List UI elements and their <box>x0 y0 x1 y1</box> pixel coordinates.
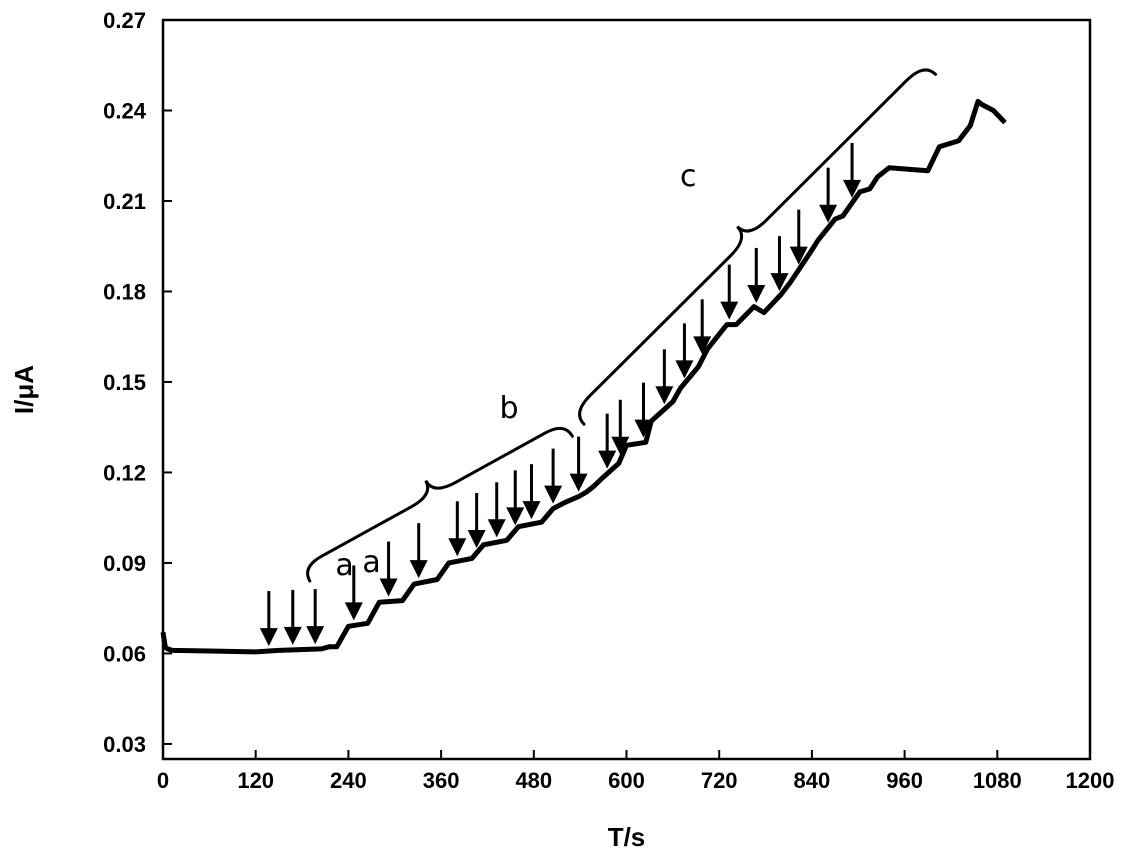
arrow-marker <box>544 448 563 504</box>
arrow-marker <box>598 413 617 469</box>
y-axis: 0.03 0.06 0.09 0.12 0.15 0.18 0.21 0.24 0.27 <box>103 8 172 757</box>
arrow-marker <box>506 470 525 526</box>
arrow-marker <box>611 399 630 455</box>
x-axis-title: T/s <box>608 822 646 852</box>
addition-arrows <box>259 142 862 647</box>
arrow-marker <box>522 464 541 520</box>
x-tick-label: 480 <box>515 768 552 793</box>
y-tick-label: 0.21 <box>103 189 146 214</box>
arrow-marker <box>747 247 766 303</box>
x-tick-label: 0 <box>157 768 169 793</box>
arrow-marker <box>789 209 808 265</box>
arrow-marker <box>344 565 363 621</box>
y-axis-title: I/μA <box>9 365 39 414</box>
x-tick-label: 120 <box>237 768 274 793</box>
x-tick-label: 1200 <box>1066 768 1115 793</box>
arrow-marker <box>655 349 674 405</box>
arrow-marker <box>843 142 862 198</box>
arrow-marker <box>448 501 467 557</box>
x-tick-label: 720 <box>701 768 738 793</box>
annotation-label: a <box>335 548 353 583</box>
arrow-marker <box>675 323 694 379</box>
current-series-line <box>160 98 1007 655</box>
brace-c <box>578 68 937 426</box>
x-tick-label: 1080 <box>973 768 1022 793</box>
y-tick-label: 0.06 <box>103 641 146 666</box>
y-tick-label: 0.18 <box>103 279 146 304</box>
arrow-marker <box>283 589 302 645</box>
y-tick-label: 0.03 <box>103 732 146 757</box>
x-tick-label: 960 <box>886 768 923 793</box>
annotation-label: b <box>500 391 519 426</box>
braces <box>306 68 937 583</box>
brace-b <box>306 426 574 583</box>
x-tick-label: 240 <box>330 768 367 793</box>
x-tick-label: 840 <box>794 768 831 793</box>
arrow-marker <box>634 382 653 438</box>
arrow-marker <box>306 589 325 645</box>
y-tick-label: 0.09 <box>103 551 146 576</box>
arrow-marker <box>720 264 739 320</box>
annotation-label: a <box>362 545 380 580</box>
x-axis: 0 120 240 360 480 600 720 840 960 1080 1200 <box>157 750 1115 793</box>
y-tick-label: 0.12 <box>103 460 146 485</box>
y-tick-label: 0.27 <box>103 8 146 33</box>
arrow-marker <box>379 541 398 597</box>
x-tick-label: 600 <box>608 768 645 793</box>
y-tick-label: 0.24 <box>103 98 147 123</box>
arrow-marker <box>259 591 278 647</box>
annotation-label: c <box>680 159 697 194</box>
arrow-marker <box>467 492 486 548</box>
arrow-marker <box>819 167 838 223</box>
arrow-marker <box>770 236 789 292</box>
arrow-marker <box>487 482 506 538</box>
y-tick-label: 0.15 <box>103 370 146 395</box>
arrow-marker <box>409 523 428 579</box>
x-tick-label: 360 <box>423 768 460 793</box>
arrow-marker <box>569 436 588 492</box>
annotations: a a b c <box>335 159 696 583</box>
arrow-marker <box>693 299 712 355</box>
